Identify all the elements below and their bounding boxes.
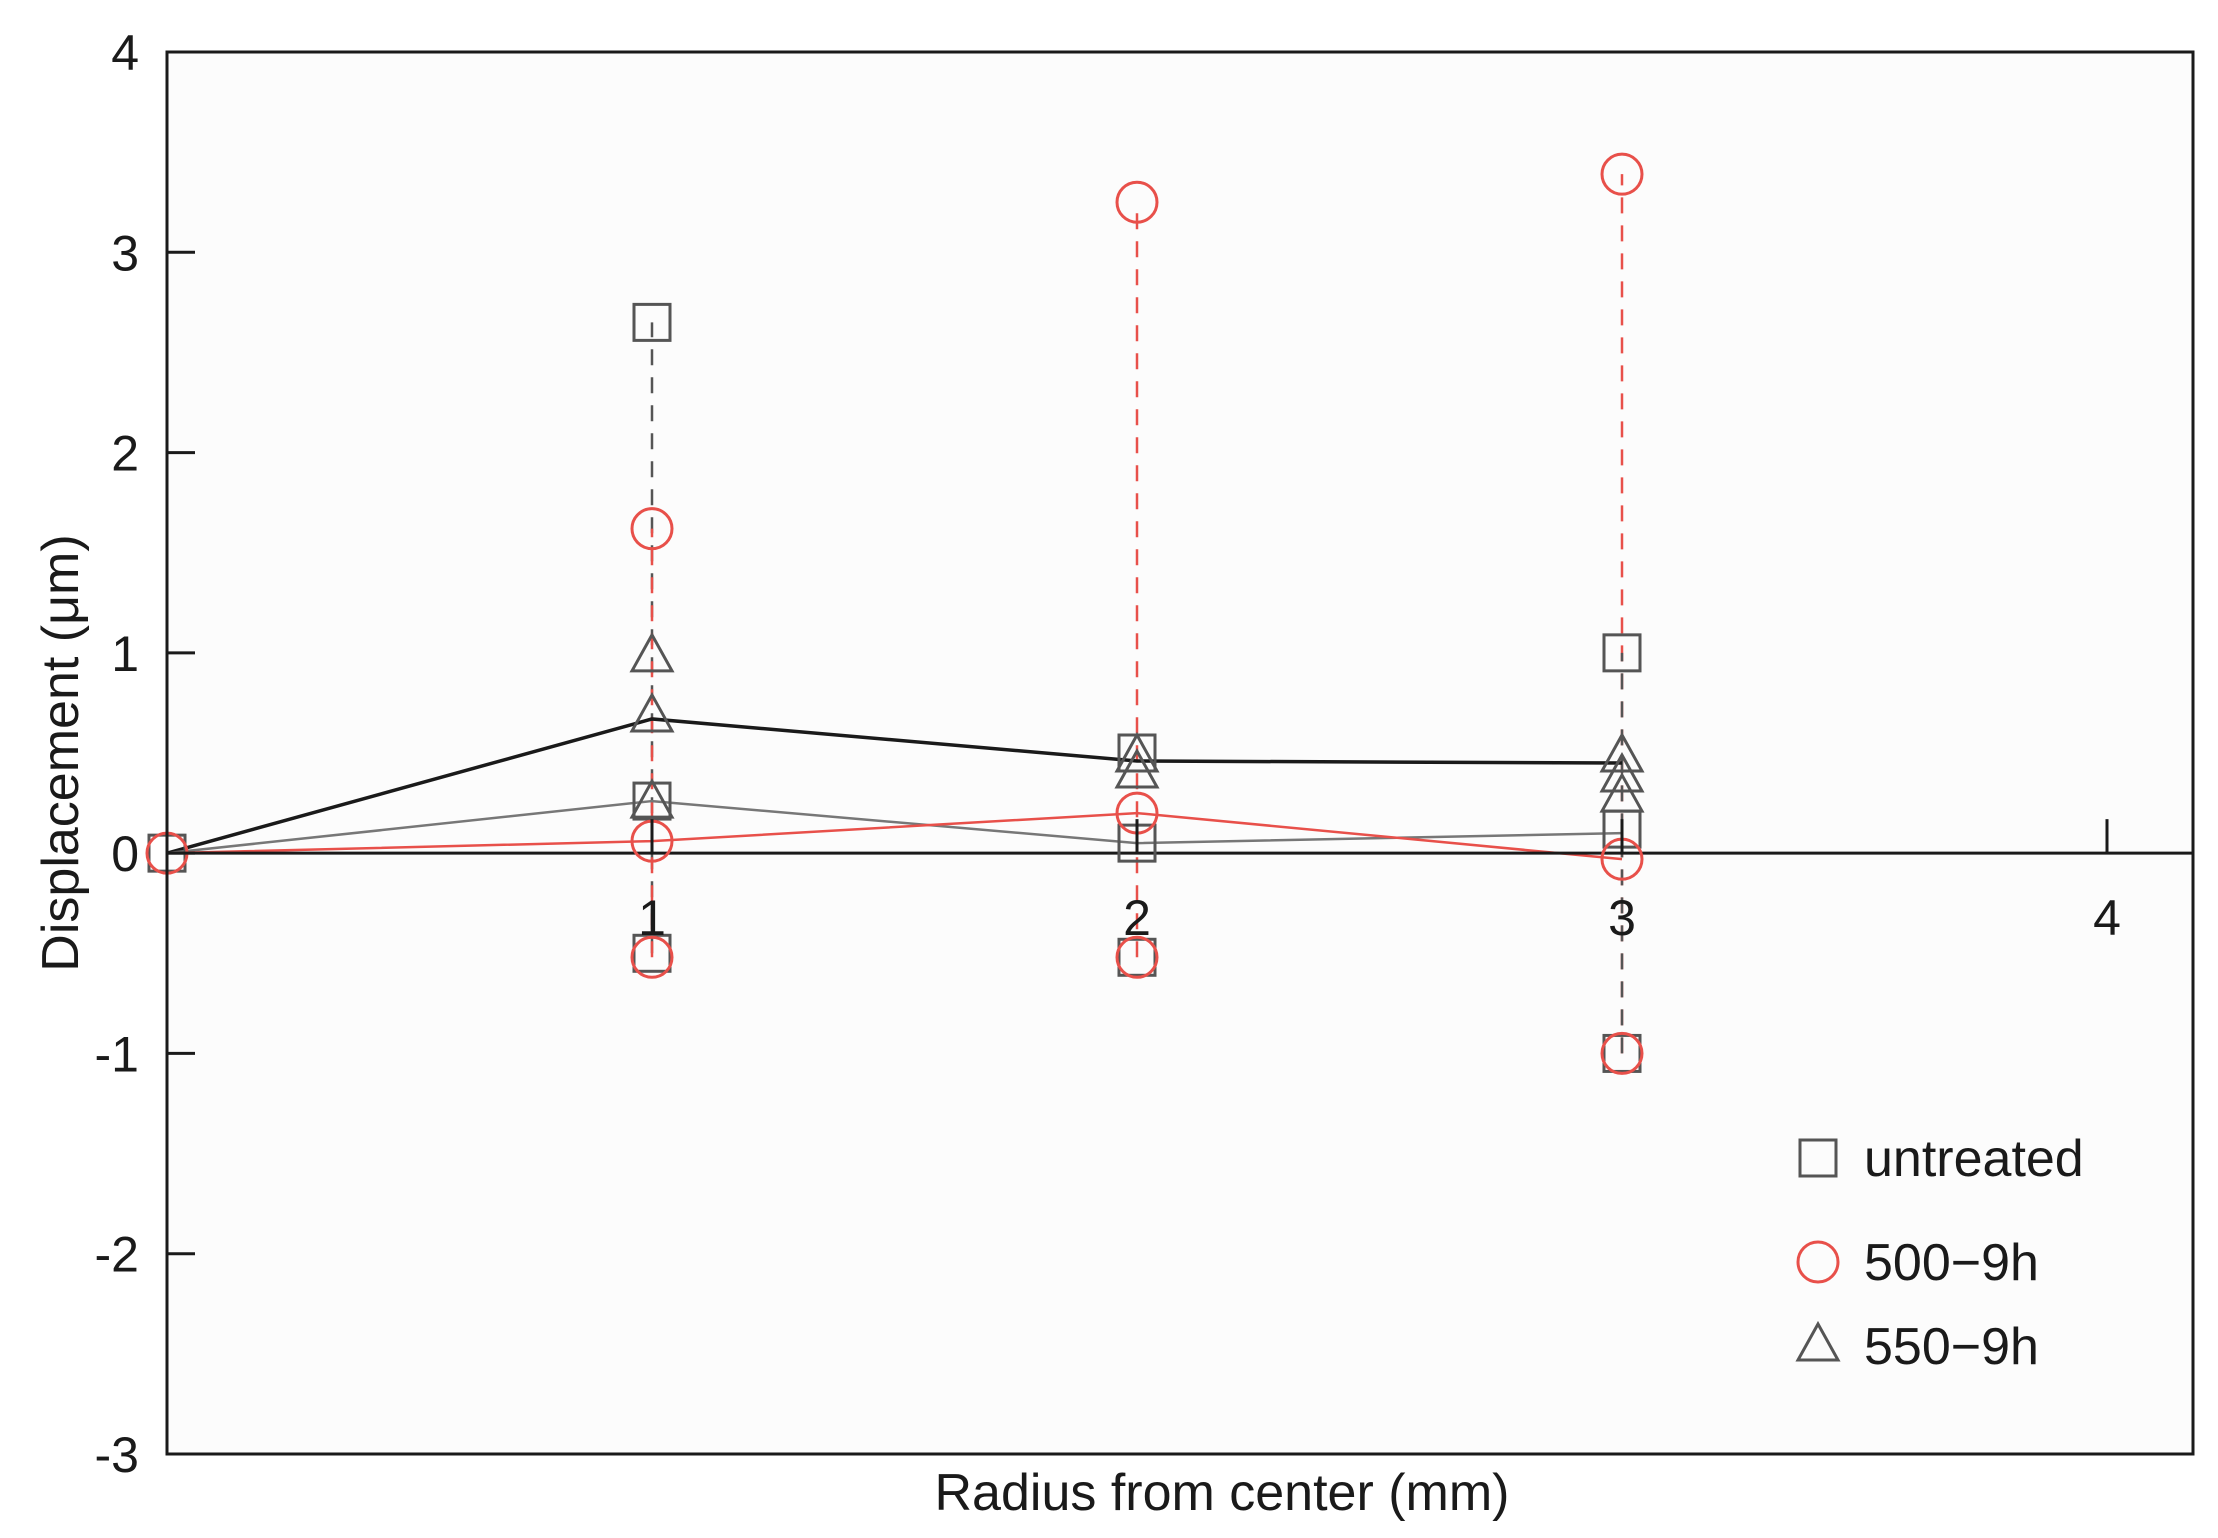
legend: untreated 500−9h 550−9h [1795, 1130, 2084, 1376]
point-untreated-6 [1117, 937, 1157, 977]
point-550-9h-3 [1114, 731, 1160, 773]
x-axis-ticks: 1 2 3 4 [638, 819, 2121, 946]
legend-marker-1 [1796, 1240, 1840, 1284]
point-550-9h-4 [1114, 747, 1160, 789]
y-tick-label--3: -3 [95, 1427, 139, 1483]
plot-background [167, 52, 2193, 1454]
legend-label-0: untreated [1864, 1130, 2084, 1188]
legend-label-2: 550−9h [1864, 1318, 2039, 1376]
point-550-9h-0 [629, 631, 675, 673]
y-tick-label-0: 0 [111, 826, 139, 882]
point-550-9h-6 [1599, 751, 1645, 793]
y-axis-title: Displacement (μm) [32, 534, 90, 971]
x-tick-label-1: 1 [638, 890, 666, 946]
point-untreated-3 [632, 933, 672, 973]
point-550-9h-2 [629, 777, 675, 819]
x-axis-title: Radius from center (mm) [935, 1464, 1510, 1522]
mean-line-500-9h [166, 811, 1623, 861]
legend-marker-2 [1795, 1320, 1841, 1362]
y-tick-label-3: 3 [111, 225, 139, 281]
mean-line-550-9h [166, 717, 1623, 855]
point-550-9h-5 [1599, 731, 1645, 773]
point-500-9h-9 [1600, 1031, 1644, 1075]
point-500-9h-6 [1115, 935, 1159, 979]
mean-line-untreated [166, 799, 1623, 855]
y-tick-label-1: 1 [111, 626, 139, 682]
point-500-9h-4 [1115, 180, 1159, 224]
point-550-9h-1 [629, 691, 675, 733]
point-untreated-1 [632, 302, 672, 342]
y-tick-label--2: -2 [95, 1227, 139, 1283]
point-500-9h-7 [1600, 152, 1644, 196]
point-untreated-7 [1602, 633, 1642, 673]
point-500-9h-1 [630, 507, 674, 551]
legend-marker-0 [1798, 1138, 1838, 1178]
x-tick-label-2: 2 [1123, 890, 1151, 946]
point-untreated-9 [1602, 1033, 1642, 1073]
plot-frame [165, 50, 2195, 1456]
y-tick-label--1: -1 [95, 1026, 139, 1082]
y-axis-ticks: -3 -2 -1 0 1 2 3 4 [95, 25, 195, 1483]
point-550-9h-7 [1599, 771, 1645, 813]
x-tick-label-4: 4 [2093, 890, 2121, 946]
x-tick-label-3: 3 [1608, 890, 1636, 946]
legend-label-1: 500−9h [1864, 1234, 2039, 1292]
mean-lines [166, 717, 1623, 861]
y-tick-label-2: 2 [111, 426, 139, 482]
y-tick-label-4: 4 [111, 25, 139, 81]
point-500-9h-3 [630, 935, 674, 979]
